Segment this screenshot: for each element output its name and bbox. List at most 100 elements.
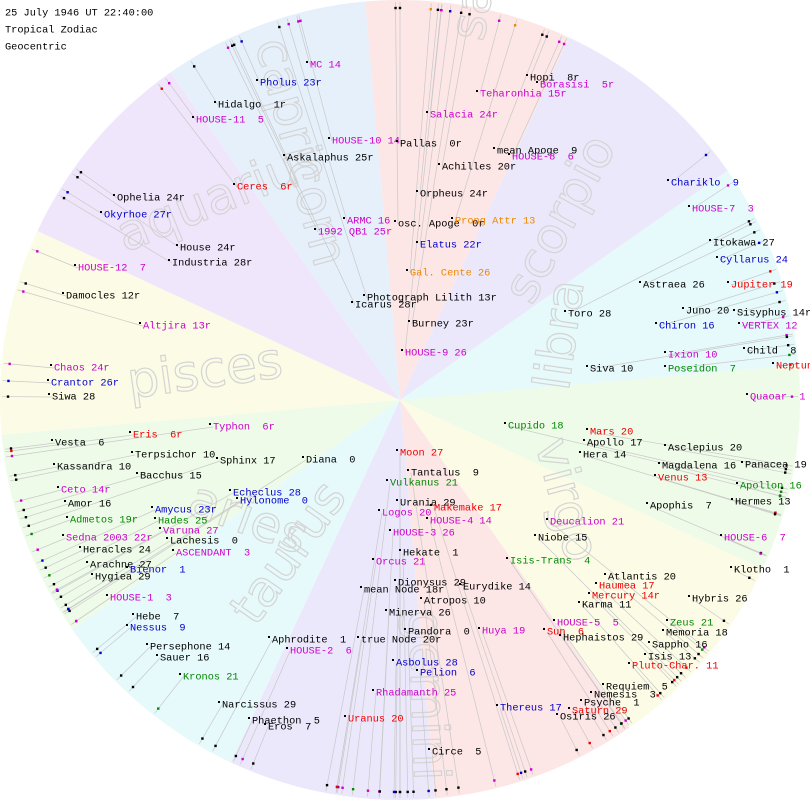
ray: [20, 503, 69, 520]
body-marker: [159, 527, 161, 529]
body-marker: [658, 462, 660, 464]
body-label: Persephone 14: [150, 642, 230, 654]
sector: [400, 170, 799, 400]
body-label: Quaoar 1: [750, 392, 806, 404]
body-marker: [268, 636, 270, 638]
ray: [25, 519, 71, 537]
body-marker: [579, 451, 581, 453]
ray: [507, 425, 788, 494]
body-marker: [546, 518, 548, 520]
body-marker: [639, 281, 641, 283]
body-marker: [399, 549, 401, 551]
body-label: Pholus 23r: [260, 78, 322, 90]
rim-tick: [602, 733, 605, 737]
body-label: Elatus 22r: [420, 240, 482, 252]
rim-tick: [448, 10, 452, 13]
body-label: Cupido 18: [508, 421, 564, 433]
rim-tick: [192, 65, 196, 68]
rim-tick: [701, 648, 704, 651]
body-label: Borasisi 5r: [540, 80, 614, 92]
body-label: Jupiter 19: [731, 280, 793, 292]
rim-tick: [226, 46, 230, 49]
body-marker: [741, 461, 743, 463]
body-label: MC 14: [310, 60, 341, 72]
body-marker: [363, 294, 365, 296]
rim-tick: [697, 652, 700, 656]
body-marker: [426, 111, 428, 113]
body-label: Okyrhoe 27r: [104, 210, 172, 222]
ray: [734, 501, 781, 517]
rim-tick: [541, 33, 544, 36]
rim-tick: [278, 25, 281, 29]
body-label: Hopi 8r: [530, 73, 579, 85]
body-label: Ceto 14r: [61, 485, 110, 497]
body-marker: [168, 259, 170, 261]
body-label: House 24r: [180, 243, 236, 255]
body-marker: [543, 628, 545, 630]
body-marker: [343, 217, 345, 219]
body-marker: [738, 322, 740, 324]
ray: [2, 380, 52, 384]
body-label: Karma 11: [582, 600, 631, 612]
body-marker: [556, 713, 558, 715]
body-label: Vulkanus 21: [390, 478, 458, 490]
rim-tick: [201, 737, 204, 740]
ray: [546, 631, 614, 737]
rim-tick: [427, 789, 430, 793]
body-marker: [264, 723, 266, 725]
rim-tick: [558, 40, 561, 43]
body-label: Chariklo 9: [671, 178, 739, 190]
rim-tick: [459, 11, 463, 14]
rim-tick: [22, 508, 25, 512]
body-label: Burney 23r: [412, 319, 474, 331]
rim-tick: [608, 729, 612, 733]
ray: [72, 173, 181, 249]
body-marker: [730, 566, 732, 568]
body-marker: [588, 592, 590, 594]
body-label: Sphinx 17: [220, 456, 276, 468]
rim-tick: [59, 595, 63, 598]
body-label: Osiris 26: [560, 712, 616, 724]
rim-tick: [775, 291, 779, 294]
ray: [225, 42, 319, 233]
ray: [19, 281, 67, 297]
body-marker: [53, 463, 55, 465]
body-marker: [172, 549, 174, 551]
ray: [379, 612, 390, 798]
ray: [582, 454, 782, 515]
body-label: Heracles 24: [83, 545, 151, 557]
body-marker: [51, 439, 53, 441]
body-label: mean Node 18r: [364, 585, 444, 597]
body-label: Eris 6r: [133, 430, 182, 442]
body-marker: [286, 647, 288, 649]
ray: [454, 19, 518, 222]
body-marker: [126, 624, 128, 626]
rim-tick: [335, 785, 339, 789]
rim-tick: [119, 674, 123, 677]
rim-tick: [351, 787, 355, 791]
ray: [352, 482, 391, 796]
body-marker: [595, 582, 597, 584]
body-marker: [74, 264, 76, 266]
ray: [286, 18, 348, 222]
sector: [0, 230, 401, 435]
body-label: Crantor 26r: [51, 378, 119, 390]
ray: [642, 229, 760, 286]
rim-tick: [30, 532, 33, 536]
body-marker: [396, 499, 398, 501]
body-label: Hidalgo 1r: [218, 100, 286, 112]
ray: [739, 485, 786, 498]
body-label: Altjira 13r: [143, 321, 211, 333]
body-marker: [372, 558, 374, 560]
ray: [539, 36, 562, 86]
rim-tick: [784, 467, 788, 471]
ray: [598, 585, 692, 673]
ray: [229, 40, 356, 306]
ray: [562, 637, 626, 729]
body-marker: [283, 154, 285, 156]
body-marker: [48, 393, 50, 395]
body-label: Photograph Lilith 13r: [367, 293, 497, 305]
rim-tick: [614, 726, 617, 729]
body-marker: [688, 595, 690, 597]
ray: [238, 35, 261, 84]
